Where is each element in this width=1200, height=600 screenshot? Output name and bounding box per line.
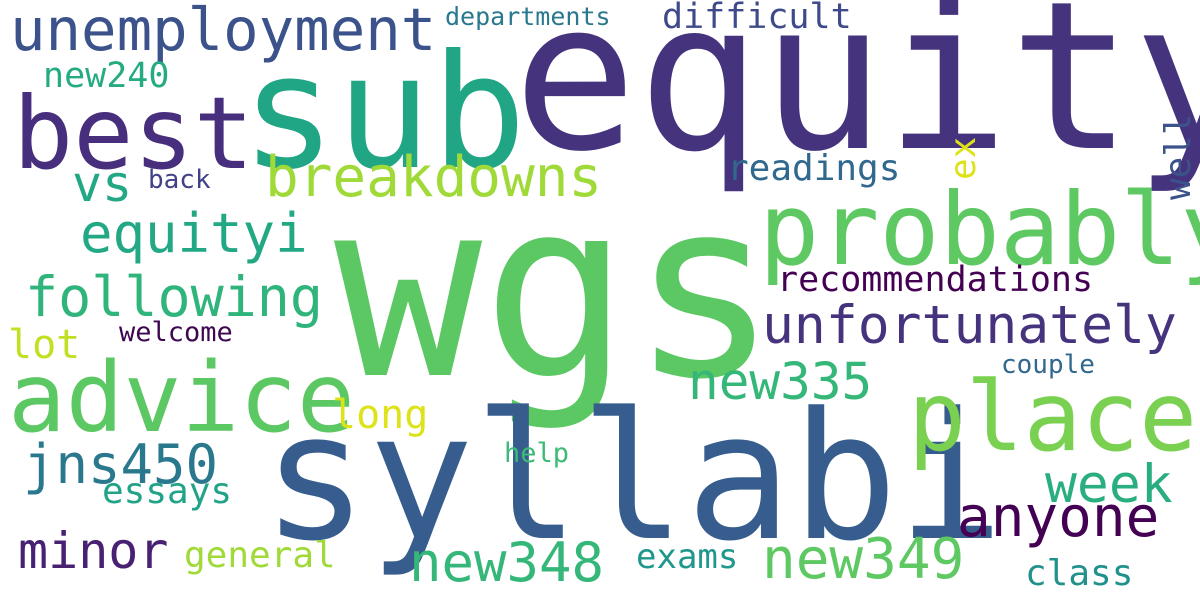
word-recommendations: recommendations <box>777 260 1094 300</box>
word-breakdowns: breakdowns <box>265 145 603 210</box>
word-lot: lot <box>8 322 81 368</box>
word-place: place <box>908 361 1197 473</box>
word-minor: minor <box>18 522 169 580</box>
word-jns450: jns450 <box>23 433 219 496</box>
word-new335: new335 <box>688 353 873 412</box>
word-couple: couple <box>1001 350 1095 380</box>
word-well: well <box>1158 113 1199 200</box>
word-readings: readings <box>727 148 901 189</box>
word-back: back <box>148 165 211 195</box>
word-best: best <box>13 75 254 192</box>
word-welcome: welcome <box>119 317 233 348</box>
word-help: help <box>504 438 570 469</box>
word-unemployment: unemployment <box>10 0 437 64</box>
word-ex: ex <box>943 136 984 180</box>
word-anyone: anyone <box>957 485 1160 550</box>
word-difficult: difficult <box>662 0 852 37</box>
word-sub: sub <box>241 21 527 205</box>
word-wgs: wgs <box>334 148 779 434</box>
word-general: general <box>184 535 336 576</box>
word-advice: advice <box>8 342 355 454</box>
word-class: class <box>1025 553 1134 594</box>
word-new349: new349 <box>762 527 965 592</box>
word-departments: departments <box>445 2 611 31</box>
word-following: following <box>25 265 324 329</box>
word-syllabi: syllabi <box>262 375 1004 580</box>
word-probably: probably <box>759 171 1200 288</box>
word-new348: new348 <box>409 531 605 594</box>
word-equity: equity <box>513 0 1200 197</box>
word-week: week <box>1045 454 1173 515</box>
word-equityi: equityi <box>80 202 308 265</box>
word-exams: exams <box>636 537 739 577</box>
word-unfortunately: unfortunately <box>762 295 1177 356</box>
word-vs: vs <box>72 155 133 213</box>
word-long: long <box>332 392 429 438</box>
word-new240: new240 <box>43 56 170 96</box>
word-essays: essays <box>102 471 233 512</box>
